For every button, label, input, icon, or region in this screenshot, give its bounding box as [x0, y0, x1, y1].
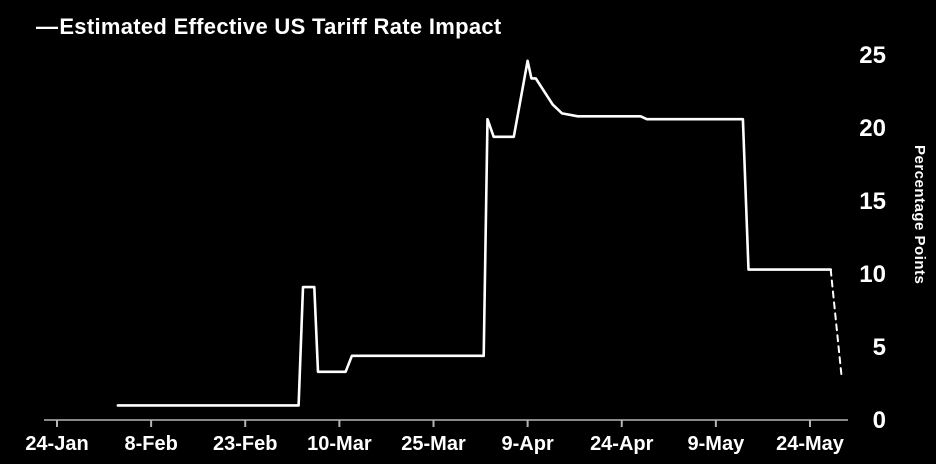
x-tick-label: 24-May	[776, 433, 845, 455]
x-tick-label: 9-Apr	[502, 433, 554, 455]
legend-line-marker: —	[36, 14, 59, 39]
y-tick-label: 5	[873, 334, 886, 361]
y-tick-label: 0	[873, 407, 886, 434]
x-tick-label: 8-Feb	[124, 433, 177, 455]
y-tick-label: 15	[859, 188, 886, 215]
chart-title-text: Estimated Effective US Tariff Rate Impac…	[59, 14, 502, 39]
y-axis-title: Percentage Points	[911, 145, 928, 285]
x-tick-label: 24-Apr	[590, 433, 654, 455]
series-projection-dashed	[829, 268, 843, 376]
y-tick-label: 10	[859, 261, 886, 288]
x-tick-label: 10-Mar	[307, 433, 372, 455]
x-tick-label: 25-Mar	[401, 433, 466, 455]
x-tick-label: 23-Feb	[213, 433, 277, 455]
x-tick-label: 24-Jan	[25, 433, 88, 455]
x-tick-label: 9-May	[688, 433, 746, 455]
y-tick-label: 25	[859, 42, 886, 69]
y-tick-label: 20	[859, 115, 886, 142]
series-estimated-effective-us-tariff-rate-impact	[116, 59, 833, 407]
chart-title: —Estimated Effective US Tariff Rate Impa…	[36, 14, 502, 40]
